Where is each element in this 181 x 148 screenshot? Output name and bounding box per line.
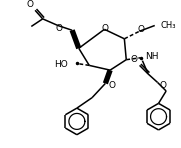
Text: NH: NH: [145, 52, 159, 61]
Text: O: O: [137, 25, 144, 34]
Text: O: O: [159, 81, 167, 90]
Text: HO: HO: [55, 60, 68, 69]
Text: CH₃: CH₃: [160, 21, 176, 30]
Text: O: O: [55, 24, 62, 33]
Text: O: O: [108, 81, 115, 90]
Text: O: O: [131, 56, 138, 64]
Text: O: O: [102, 24, 109, 33]
Text: O: O: [26, 0, 33, 9]
